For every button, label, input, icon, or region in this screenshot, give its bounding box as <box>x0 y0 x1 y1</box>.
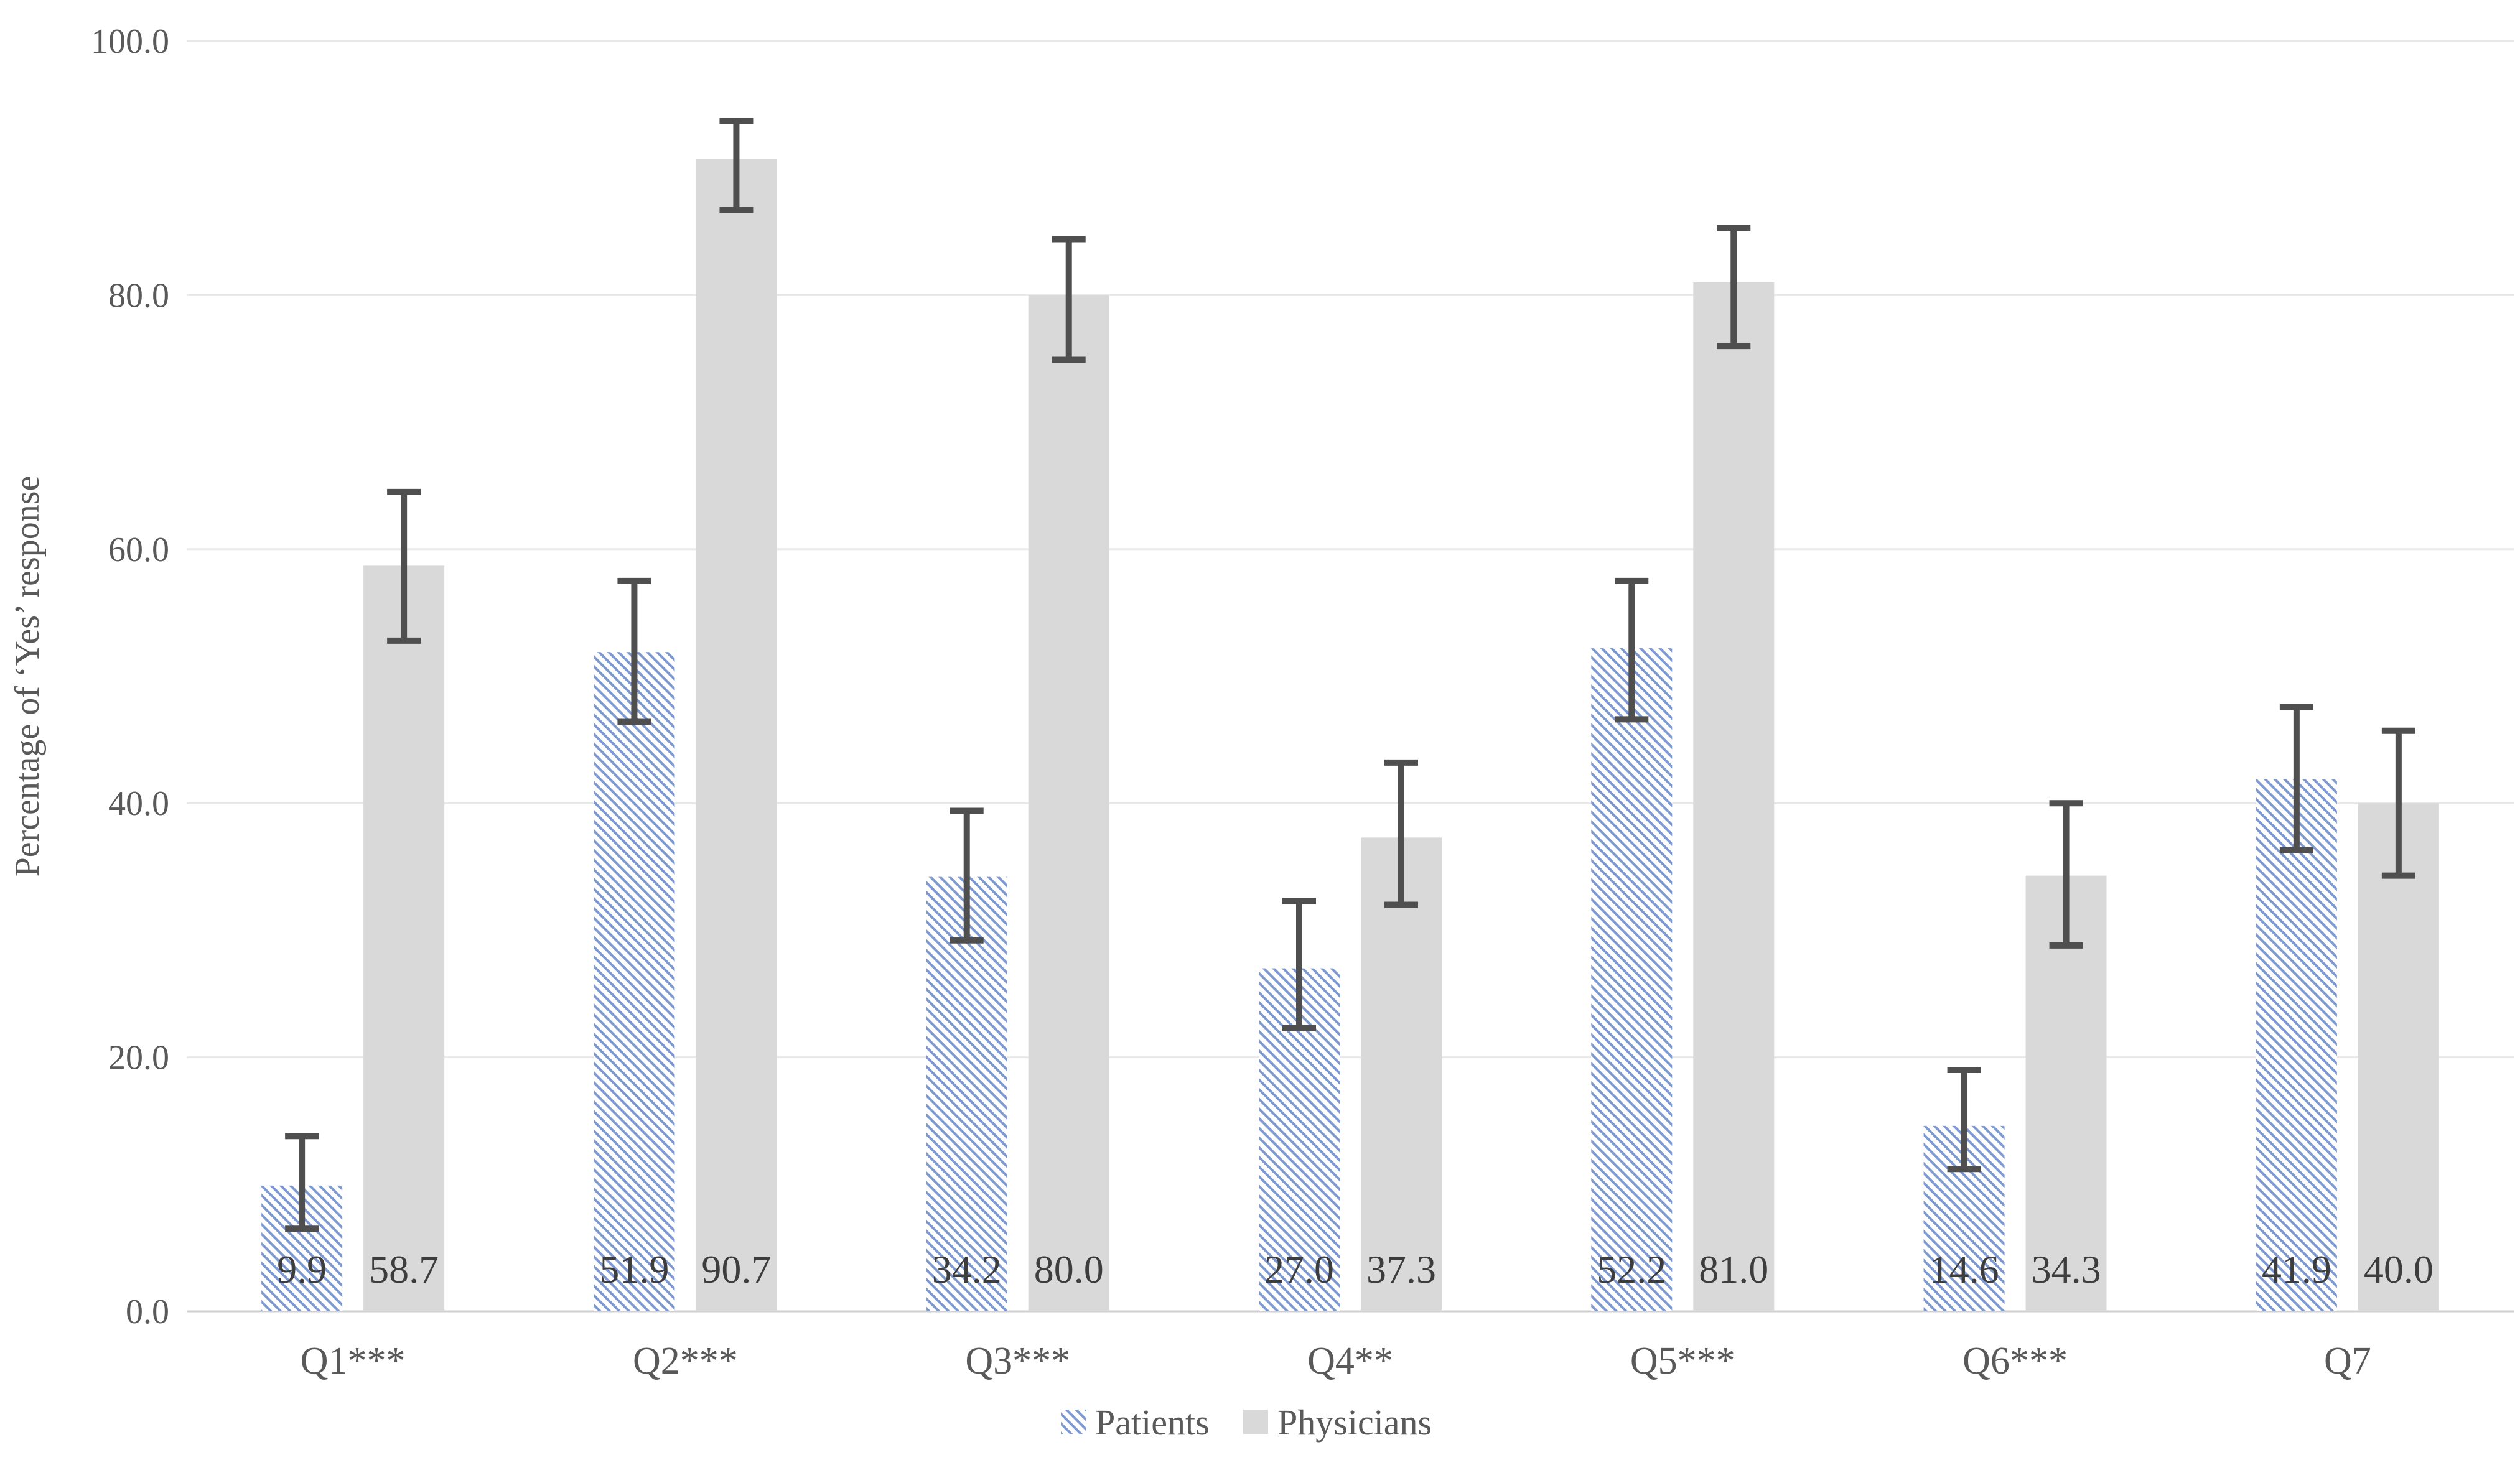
y-tick-label: 40.0 <box>108 784 169 823</box>
data-label-physicians: 37.3 <box>1366 1247 1436 1291</box>
legend-label-physicians: Physicians <box>1277 1402 1432 1443</box>
x-tick-label: Q3*** <box>965 1340 1070 1382</box>
bar-patients-Q7 <box>2256 779 2337 1311</box>
bar-patients-Q5 <box>1591 648 1673 1311</box>
y-axis-title: Percentage of ‘Yes’ response <box>8 476 47 877</box>
data-label-patients: 14.6 <box>1930 1247 1999 1291</box>
bar-patients-Q3 <box>926 876 1007 1311</box>
gridlines-layer <box>187 40 2514 1313</box>
data-label-patients: 34.2 <box>932 1247 1002 1291</box>
bar-physicians-Q7 <box>2358 803 2439 1311</box>
y-tick-label: 0.0 <box>126 1293 169 1331</box>
labels-layer: 0.0 20.0 40.0 60.0 80.0 100.0 9.9 58.7 Q1*** 51.9… <box>91 22 2434 1382</box>
data-label-physicians: 34.3 <box>2032 1247 2101 1291</box>
data-label-patients: 9.9 <box>277 1247 327 1291</box>
y-tick-label: 80.0 <box>108 276 169 315</box>
bar-physicians-Q4 <box>1361 837 1442 1311</box>
x-tick-label: Q1*** <box>301 1340 406 1382</box>
data-label-physicians: 40.0 <box>2364 1247 2434 1291</box>
x-tick-label: Q4** <box>1307 1340 1393 1382</box>
data-label-patients: 27.0 <box>1264 1247 1334 1291</box>
error-bars-layer <box>285 118 2415 1232</box>
legend: Patients Physicians <box>1061 1402 1432 1443</box>
data-label-patients: 52.2 <box>1597 1247 1666 1291</box>
data-label-patients: 41.9 <box>2262 1247 2331 1291</box>
legend-label-patients: Patients <box>1095 1402 1210 1443</box>
x-tick-label: Q7 <box>2324 1340 2371 1382</box>
bar-physicians-Q2 <box>696 159 777 1311</box>
legend-swatch-patients-icon <box>1061 1410 1086 1434</box>
y-tick-label: 100.0 <box>91 22 169 61</box>
data-label-physicians: 90.7 <box>701 1247 771 1291</box>
legend-swatch-physicians-icon <box>1243 1410 1268 1434</box>
data-label-physicians: 80.0 <box>1034 1247 1104 1291</box>
data-label-physicians: 81.0 <box>1699 1247 1768 1291</box>
x-tick-label: Q6*** <box>1962 1340 2068 1382</box>
x-tick-label: Q2*** <box>633 1340 738 1382</box>
data-label-patients: 51.9 <box>599 1247 669 1291</box>
bars-layer <box>261 159 2439 1312</box>
y-tick-label: 60.0 <box>108 531 169 569</box>
bar-physicians-Q3 <box>1028 295 1109 1311</box>
data-label-physicians: 58.7 <box>369 1247 439 1291</box>
y-tick-label: 20.0 <box>108 1039 169 1077</box>
bar-physicians-Q5 <box>1693 282 1775 1312</box>
bar-patients-Q2 <box>594 652 675 1311</box>
x-tick-label: Q5*** <box>1630 1340 1735 1382</box>
bar-physicians-Q1 <box>363 565 445 1312</box>
